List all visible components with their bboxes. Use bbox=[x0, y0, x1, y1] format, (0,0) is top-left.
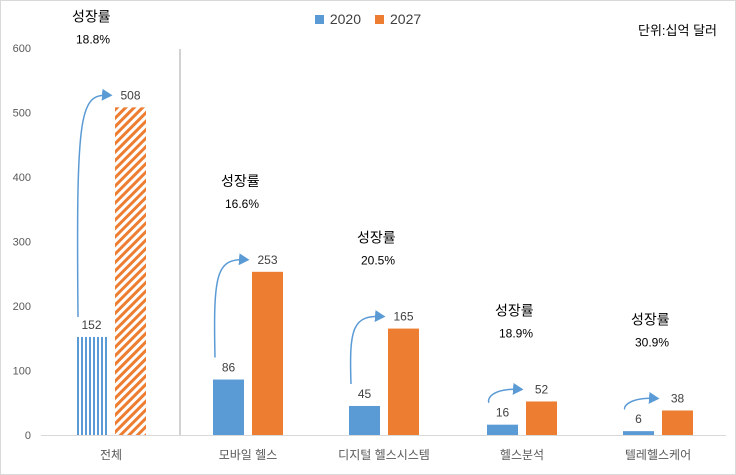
y-tick-label: 100 bbox=[13, 366, 31, 378]
legend-swatch-2027 bbox=[375, 14, 384, 24]
data-label-2027: 38 bbox=[671, 391, 685, 405]
growth-rate-title: 성장률 bbox=[221, 173, 260, 189]
growth-rate-value: 30.9% bbox=[635, 335, 669, 349]
growth-arrow bbox=[213, 253, 250, 358]
growth-arrow bbox=[623, 391, 660, 410]
category-label: 전체 bbox=[100, 448, 122, 462]
growth-rate-value: 16.6% bbox=[225, 197, 259, 211]
legend-label-2027: 2027 bbox=[390, 11, 422, 27]
legend-label-2020: 2020 bbox=[329, 11, 361, 27]
y-tick-label: 300 bbox=[13, 237, 31, 249]
bar-2027 bbox=[526, 401, 557, 435]
chart-legend: 2020 2027 bbox=[1, 11, 735, 27]
legend-item-2027: 2027 bbox=[375, 11, 421, 27]
growth-arrow bbox=[487, 382, 524, 404]
bar-2020 bbox=[487, 424, 518, 435]
growth-rate-title: 성장률 bbox=[631, 311, 670, 327]
data-label-2020: 152 bbox=[81, 318, 101, 332]
growth-rate-title: 성장률 bbox=[72, 8, 111, 24]
category-label: 디지털 헬스시스템 bbox=[338, 448, 430, 462]
growth-rate-value: 18.8% bbox=[76, 32, 110, 46]
growth-arrow bbox=[76, 88, 113, 317]
category-label: 헬스분석 bbox=[500, 448, 544, 462]
bar-2027 bbox=[388, 328, 419, 435]
data-label-2020: 86 bbox=[222, 361, 236, 375]
category-label: 모바일 헬스 bbox=[219, 448, 278, 462]
y-tick-label: 200 bbox=[13, 301, 31, 313]
bar-2020 bbox=[349, 405, 380, 435]
growth-rate-title: 성장률 bbox=[357, 230, 396, 246]
data-label-2020: 16 bbox=[496, 406, 510, 420]
unit-label: 단위:십억 달러 bbox=[638, 23, 717, 38]
data-label-2020: 6 bbox=[635, 412, 642, 426]
growth-rate-value: 18.9% bbox=[499, 326, 533, 340]
y-tick-label: 600 bbox=[13, 43, 31, 55]
data-label-2027: 52 bbox=[535, 382, 549, 396]
category-label: 텔레헬스케어 bbox=[625, 448, 691, 462]
bar-2027 bbox=[252, 271, 283, 435]
growth-arrow bbox=[349, 310, 386, 385]
legend-item-2020: 2020 bbox=[314, 11, 361, 27]
data-label-2027: 508 bbox=[120, 88, 140, 102]
y-tick-label: 500 bbox=[13, 108, 31, 120]
data-label-2020: 45 bbox=[358, 387, 372, 401]
legend-swatch-2020 bbox=[314, 14, 324, 24]
growth-rate-title: 성장률 bbox=[495, 302, 534, 318]
bar-2020 bbox=[213, 379, 244, 435]
growth-rate-value: 20.5% bbox=[361, 254, 395, 268]
bar-2027 bbox=[662, 410, 693, 435]
bar-2020 bbox=[623, 431, 654, 435]
bar-2020 bbox=[76, 336, 107, 435]
data-label-2027: 253 bbox=[257, 253, 277, 267]
y-tick-label: 0 bbox=[25, 430, 31, 442]
bar-2027 bbox=[115, 107, 146, 435]
data-label-2027: 165 bbox=[393, 310, 413, 324]
y-tick-label: 400 bbox=[13, 172, 31, 184]
